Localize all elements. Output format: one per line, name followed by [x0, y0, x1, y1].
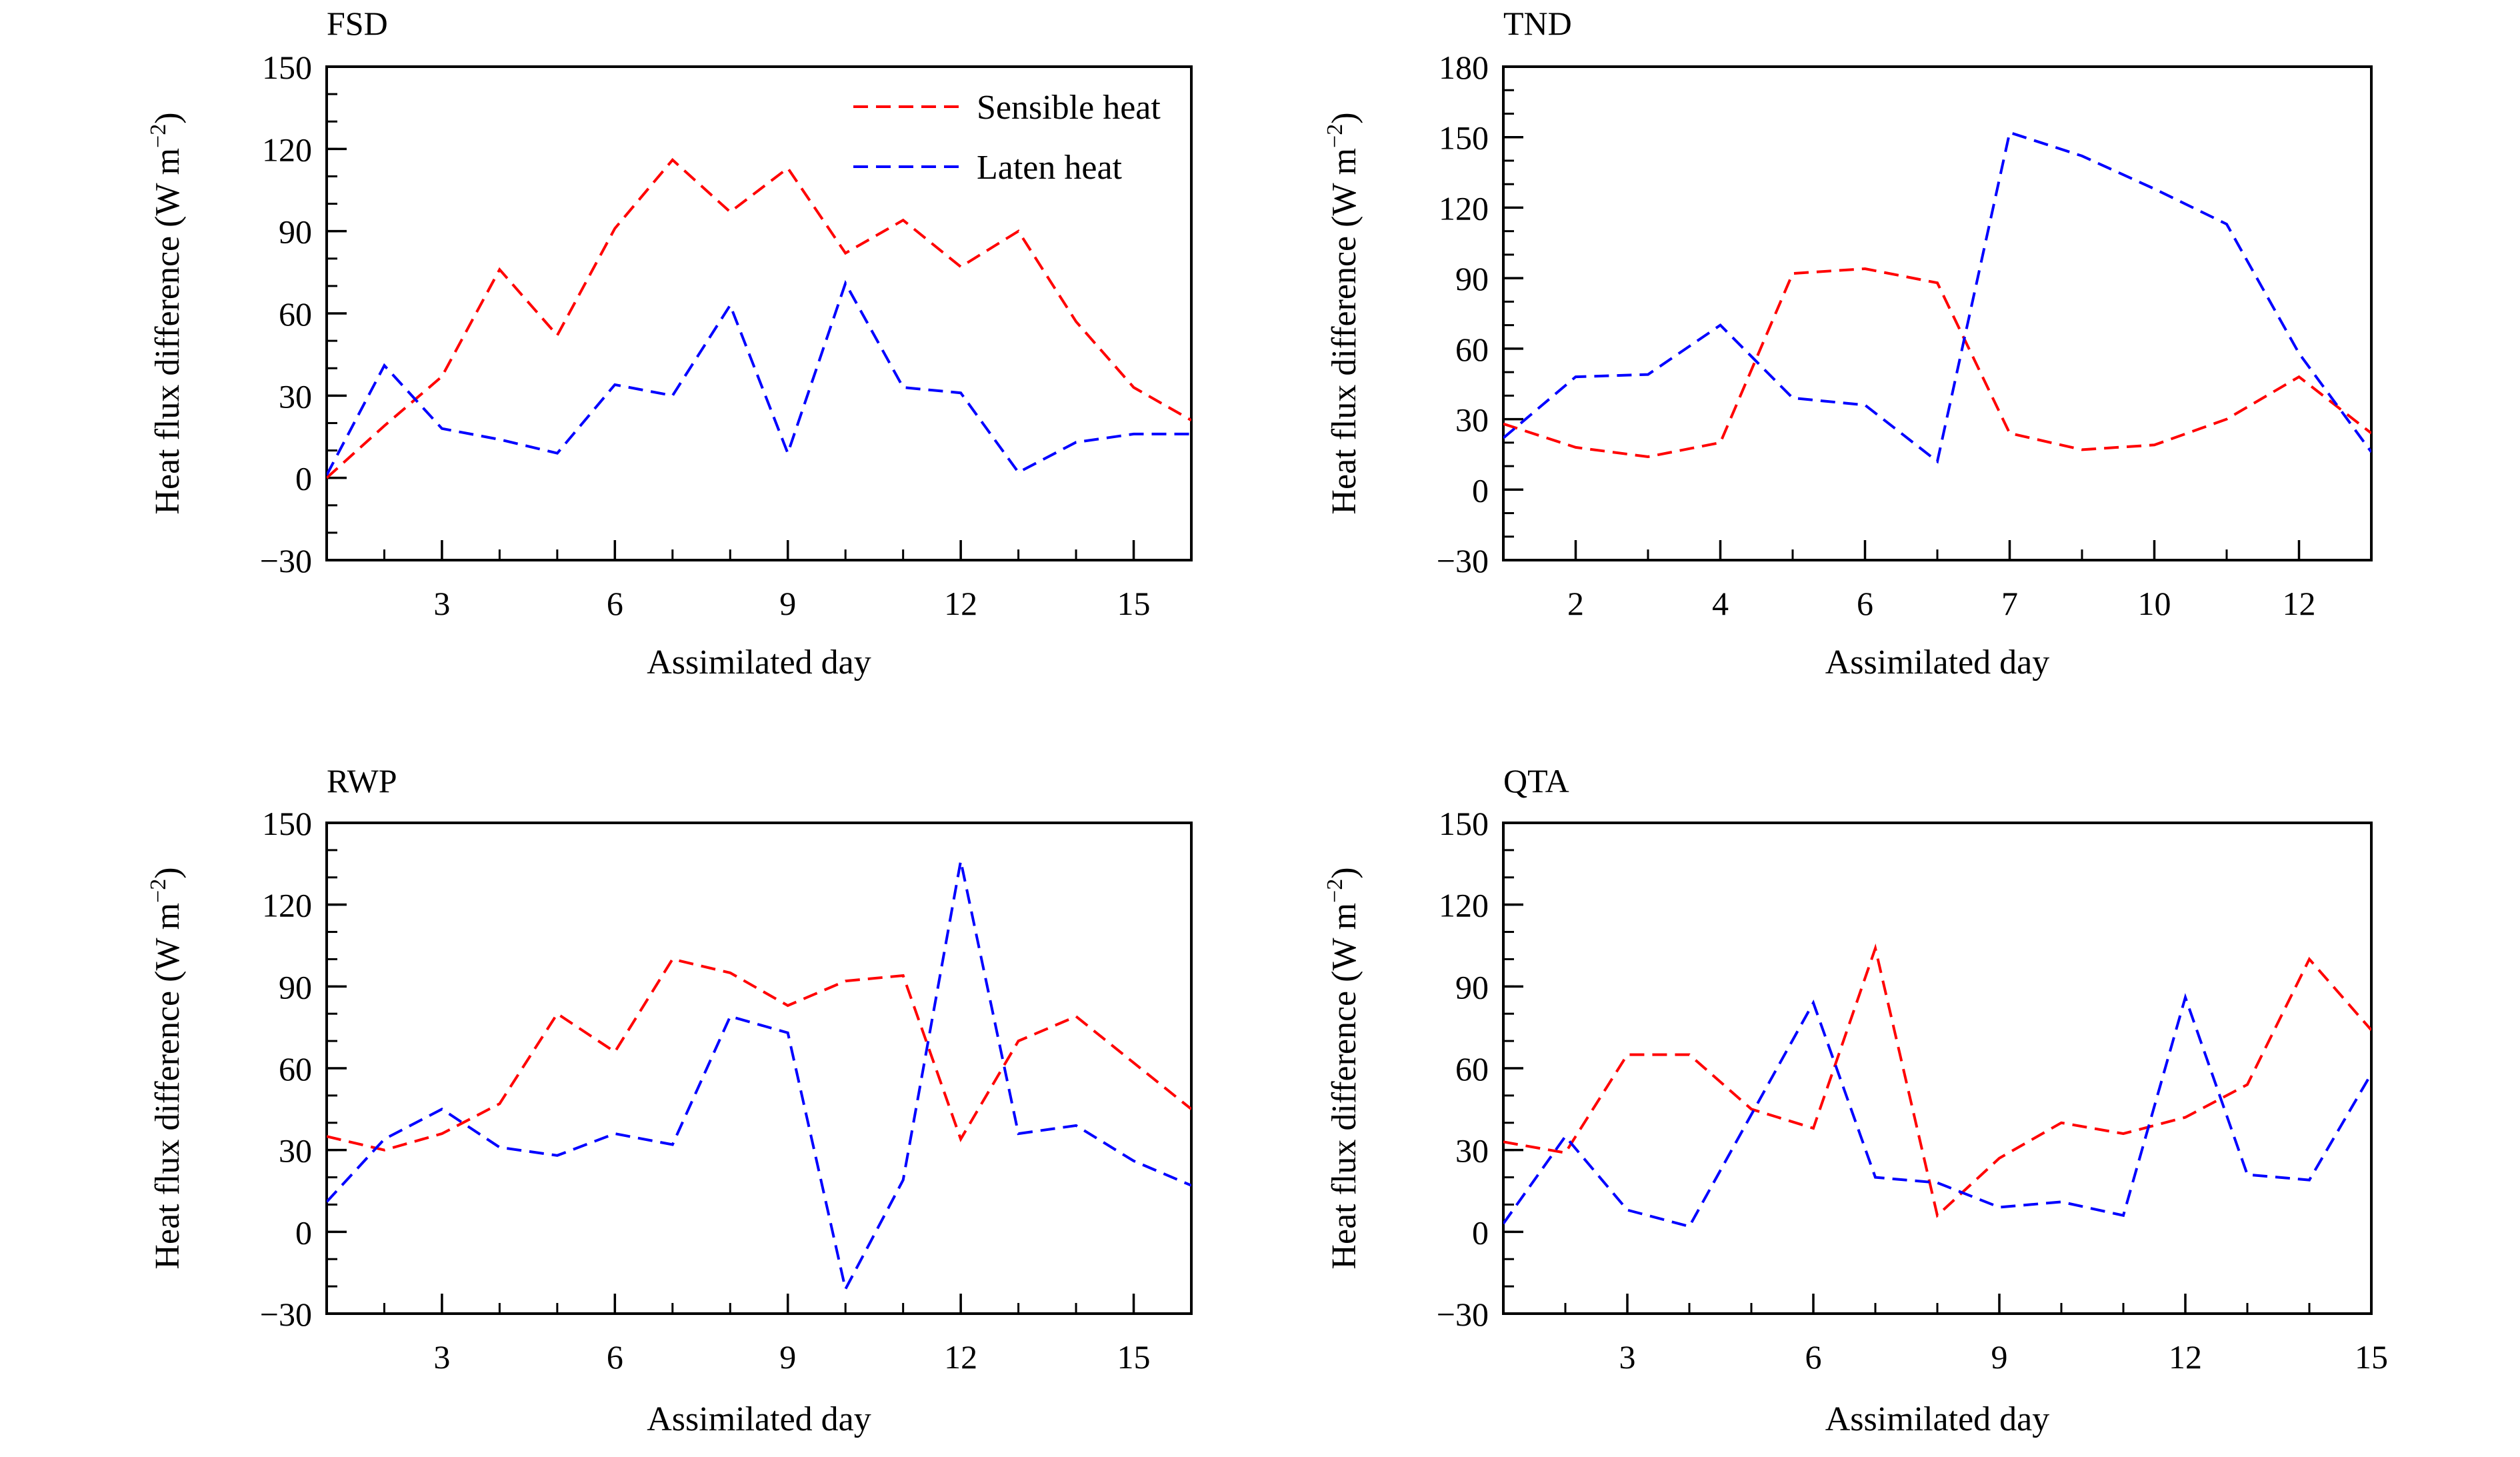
x-tick-label: 7 [2001, 585, 2018, 622]
x-tick-label: 15 [1117, 585, 1151, 622]
series-line-latent [327, 860, 1191, 1293]
x-tick-label: 15 [1117, 1338, 1151, 1376]
panel-fsd: FSD −30 0 30 60 90 120 150 3 6 9 12 15 Assimilated da… [146, 5, 1193, 681]
plot-frame [1502, 65, 2373, 561]
y-tick-label: 90 [279, 213, 312, 251]
y-tick-label: 60 [279, 1050, 312, 1088]
plot-frame [1502, 822, 2373, 1315]
y-axis-label: Heat flux difference (W m−2) [146, 112, 187, 514]
y-axis-label: Heat flux difference (W m−2) [146, 867, 187, 1269]
y-tick-label: 30 [279, 377, 312, 415]
panel-rwp: RWP −30 0 30 60 90 120 150 3 6 9 12 15 Assimilated da… [146, 762, 1193, 1438]
x-axis-label: Assimilated day [1825, 643, 2050, 681]
y-tick-label: 30 [1455, 401, 1489, 439]
x-tick-label: 4 [1712, 585, 1729, 622]
panel-label: FSD [327, 5, 388, 42]
y-tick-label: 150 [1439, 119, 1489, 157]
x-tick-label: 3 [1619, 1338, 1636, 1376]
y-tick-label: −30 [260, 542, 312, 579]
series-line-latent [1503, 131, 2371, 464]
plot-frame [325, 822, 1193, 1315]
y-tick-label: 90 [1455, 968, 1489, 1006]
y-tick-label: 120 [1439, 189, 1489, 227]
plot-frame [325, 65, 1193, 561]
x-tick-label: 6 [607, 1338, 623, 1376]
x-tick-label: 9 [779, 585, 796, 622]
x-tick-label: 2 [1567, 585, 1584, 622]
panel-label: QTA [1503, 762, 1569, 800]
x-tick-label: 12 [944, 585, 977, 622]
y-tick-label: 120 [262, 887, 312, 924]
y-tick-label: 150 [262, 49, 312, 86]
x-tick-label: 9 [1991, 1338, 2008, 1376]
x-axis-label: Assimilated day [1825, 1400, 2050, 1438]
y-tick-label: 30 [1455, 1132, 1489, 1170]
x-axis-label: Assimilated day [647, 1400, 871, 1438]
x-tick-label: 12 [2283, 585, 2316, 622]
y-tick-label: 60 [1455, 1050, 1489, 1088]
y-tick-label: 30 [279, 1132, 312, 1170]
series-line-sensible [1503, 943, 2371, 1218]
series-line-sensible [1503, 267, 2371, 459]
panel-qta: QTA −30 0 30 60 90 120 150 3 6 9 12 15 Assimilated da… [1323, 762, 2388, 1438]
panel-label: TND [1503, 5, 1572, 42]
x-tick-label: 12 [944, 1338, 977, 1376]
legend: Sensible heat Laten heat [853, 89, 1161, 187]
legend-label-latent: Laten heat [977, 149, 1123, 187]
x-tick-label: 9 [779, 1338, 796, 1376]
x-tick-label: 15 [2355, 1338, 2388, 1376]
panel-tnd: TND −30 0 30 60 90 120 150 180 2 4 6 7 10 12 Assimilate… [1323, 5, 2373, 681]
y-tick-label: 150 [1439, 805, 1489, 842]
x-axis-label: Assimilated day [647, 643, 871, 681]
x-tick-label: 12 [2169, 1338, 2202, 1376]
x-tick-label: 6 [1857, 585, 1873, 622]
x-tick-label: 3 [433, 585, 450, 622]
y-tick-label: 60 [1455, 331, 1489, 368]
y-axis-label: Heat flux difference (W m−2) [1323, 867, 1363, 1269]
x-tick-label: 6 [607, 585, 623, 622]
y-tick-label: 120 [1439, 887, 1489, 924]
x-tick-label: 6 [1805, 1338, 1822, 1376]
series-line-sensible [327, 958, 1191, 1152]
y-tick-label: 0 [1472, 471, 1489, 509]
y-tick-label: −30 [1437, 542, 1489, 579]
series-line-latent [327, 279, 1191, 476]
panel-label: RWP [327, 762, 397, 800]
y-tick-label: 90 [1455, 260, 1489, 297]
y-tick-label: 90 [279, 968, 312, 1006]
y-tick-label: 60 [279, 295, 312, 333]
y-axis-label: Heat flux difference (W m−2) [1323, 112, 1363, 514]
y-tick-label: 0 [295, 460, 312, 497]
y-tick-label: 0 [295, 1214, 312, 1251]
series-line-sensible [327, 157, 1191, 479]
y-tick-label: −30 [1437, 1296, 1489, 1333]
series-line-latent [1503, 993, 2371, 1228]
x-tick-label: 3 [433, 1338, 450, 1376]
y-tick-label: 0 [1472, 1214, 1489, 1251]
legend-label-sensible: Sensible heat [977, 89, 1161, 127]
y-tick-label: −30 [260, 1296, 312, 1333]
y-tick-label: 180 [1439, 49, 1489, 86]
x-tick-label: 10 [2138, 585, 2171, 622]
y-tick-label: 150 [262, 805, 312, 842]
y-tick-label: 120 [262, 131, 312, 168]
